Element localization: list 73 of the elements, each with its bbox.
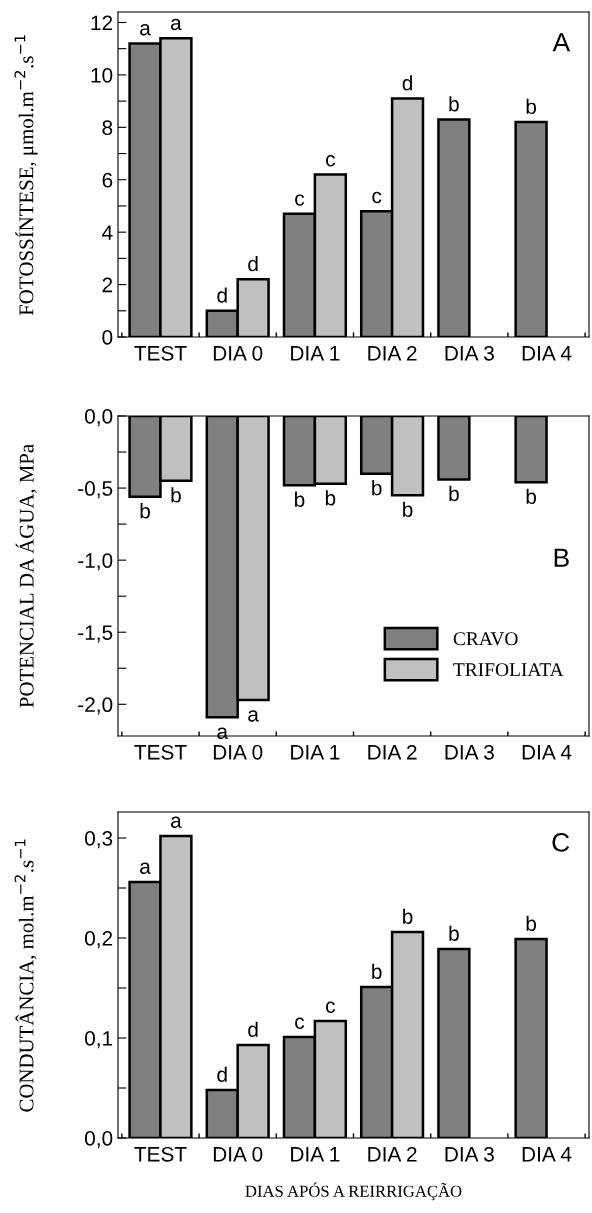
data-label: b [372,963,382,979]
data-label: a [248,710,259,722]
data-label: d [217,1066,227,1082]
legend-label: TRIFOLIATA [453,663,564,677]
y-axis-title: CONDUTÂNCIA, mol.m$^{−2}$.s$^{−1}$ [14,839,37,1112]
data-label: c [372,191,382,204]
data-label: d [402,75,412,91]
data-label: b [526,98,537,115]
y-tick-label: 8 [102,120,113,136]
y-tick-label: -1,5 [78,625,113,643]
y-axis-title: FOTOSSÍNTESE, μmol.m$^{−2}$.s$^{−1}$ [14,35,38,316]
y-tick-label: 0,2 [84,931,113,949]
x-tick-label: TEST [134,744,187,760]
y-tick-label: 0,3 [84,831,113,849]
y-tick-label: -2,0 [78,697,113,715]
x-tick-label: DIA 4 [522,1147,572,1162]
x-tick-label: DIA 0 [213,744,263,760]
x-tick-label: TEST [134,345,187,361]
data-label: d [248,1021,258,1037]
annotation: B [554,548,569,567]
x-tick-label: DIA 2 [368,1146,417,1162]
x-tick-label: DIA 3 [445,345,494,361]
data-label: a [171,816,182,828]
data-label: c [326,1001,335,1013]
data-label: c [326,155,335,167]
x-tick-label: DIA 1 [291,346,340,361]
x-tick-label: TEST [134,1146,187,1162]
data-label: b [526,915,537,931]
y-tick-label: 0,0 [84,1131,113,1149]
data-label: b [171,487,181,503]
y-tick-label: 0,1 [84,1031,113,1049]
x-tick-label: DIA 4 [522,745,572,760]
data-label: b [372,480,382,496]
data-label: a [171,18,182,31]
y-tick-label: 0,0 [84,409,113,427]
data-label: b [325,490,336,506]
x-tick-label: DIA 4 [522,346,572,361]
y-tick-label: 0 [102,330,113,345]
x-tick-label: DIA 2 [368,345,417,361]
data-label: b [295,491,305,507]
x-tick-label: DIA 3 [445,744,494,760]
data-label: c [295,1017,305,1029]
annotation: A [552,33,571,52]
data-label: b [449,96,459,112]
x-tick-label: DIA 0 [213,345,263,361]
x-tick-label: DIA 1 [291,1147,340,1162]
data-label: b [526,488,537,505]
data-label: b [140,503,150,519]
y-axis-title: POTENCIAL DA ÁGUA, MPa [15,444,37,708]
y-tick-label: 12 [91,15,113,31]
data-label: c [295,194,305,206]
annotation: C [552,833,570,852]
data-label: a [140,24,151,36]
data-label: b [449,485,459,502]
y-tick-label: -1,0 [78,553,113,571]
data-label: d [248,256,258,272]
data-label: a [140,862,151,874]
x-tick-label: DIA 0 [213,1146,263,1162]
data-label: b [403,501,413,517]
x-tick-label: DIA 2 [368,744,417,760]
y-tick-label: 2 [102,277,113,293]
x-axis-title: DIAS APÓS A REIRRIGAÇÃO [245,1182,462,1201]
x-tick-label: DIA 1 [291,745,340,760]
y-tick-label: 10 [91,67,113,83]
y-tick-label: -0,5 [78,481,113,499]
data-label: b [449,925,459,941]
x-tick-label: DIA 3 [445,1146,494,1162]
data-label: d [217,287,227,303]
data-label: a [217,727,229,739]
y-tick-label: 4 [102,225,113,240]
data-label: b [403,908,413,924]
y-tick-label: 6 [102,172,113,188]
legend-label: CRAVO [453,632,518,646]
